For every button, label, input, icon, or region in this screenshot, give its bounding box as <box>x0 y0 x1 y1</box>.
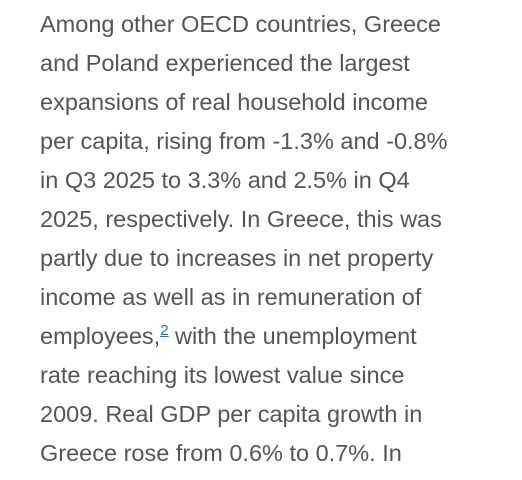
text-line: and Poland experienced the largest <box>40 50 410 76</box>
text-line: income as well as in remuneration of <box>40 284 422 310</box>
text: with the unemployment <box>168 323 417 349</box>
text-line: per capita, rising from -1.3% and -0.8% <box>40 128 448 154</box>
text-line: 2009. Real GDP per capita growth in <box>40 401 423 427</box>
text-line: 2025, respectively. In Greece, this was <box>40 206 442 232</box>
text-line: employees,2 with the unemployment <box>40 317 520 356</box>
text-line: rate reaching its lowest value since <box>40 362 405 388</box>
text-line: partly due to increases in net property <box>40 245 434 271</box>
footnote-link[interactable]: 2 <box>160 322 169 339</box>
text-line: in Q3 2025 to 3.3% and 2.5% in Q4 <box>40 167 410 193</box>
text-line: Greece rose from 0.6% to 0.7%. In <box>40 440 402 466</box>
text-line: expansions of real household income <box>40 89 429 115</box>
text: employees, <box>40 323 161 349</box>
text-line: Among other OECD countries, Greece <box>40 11 441 37</box>
paragraph: Among other OECD countries, Greece and Po… <box>40 5 520 473</box>
